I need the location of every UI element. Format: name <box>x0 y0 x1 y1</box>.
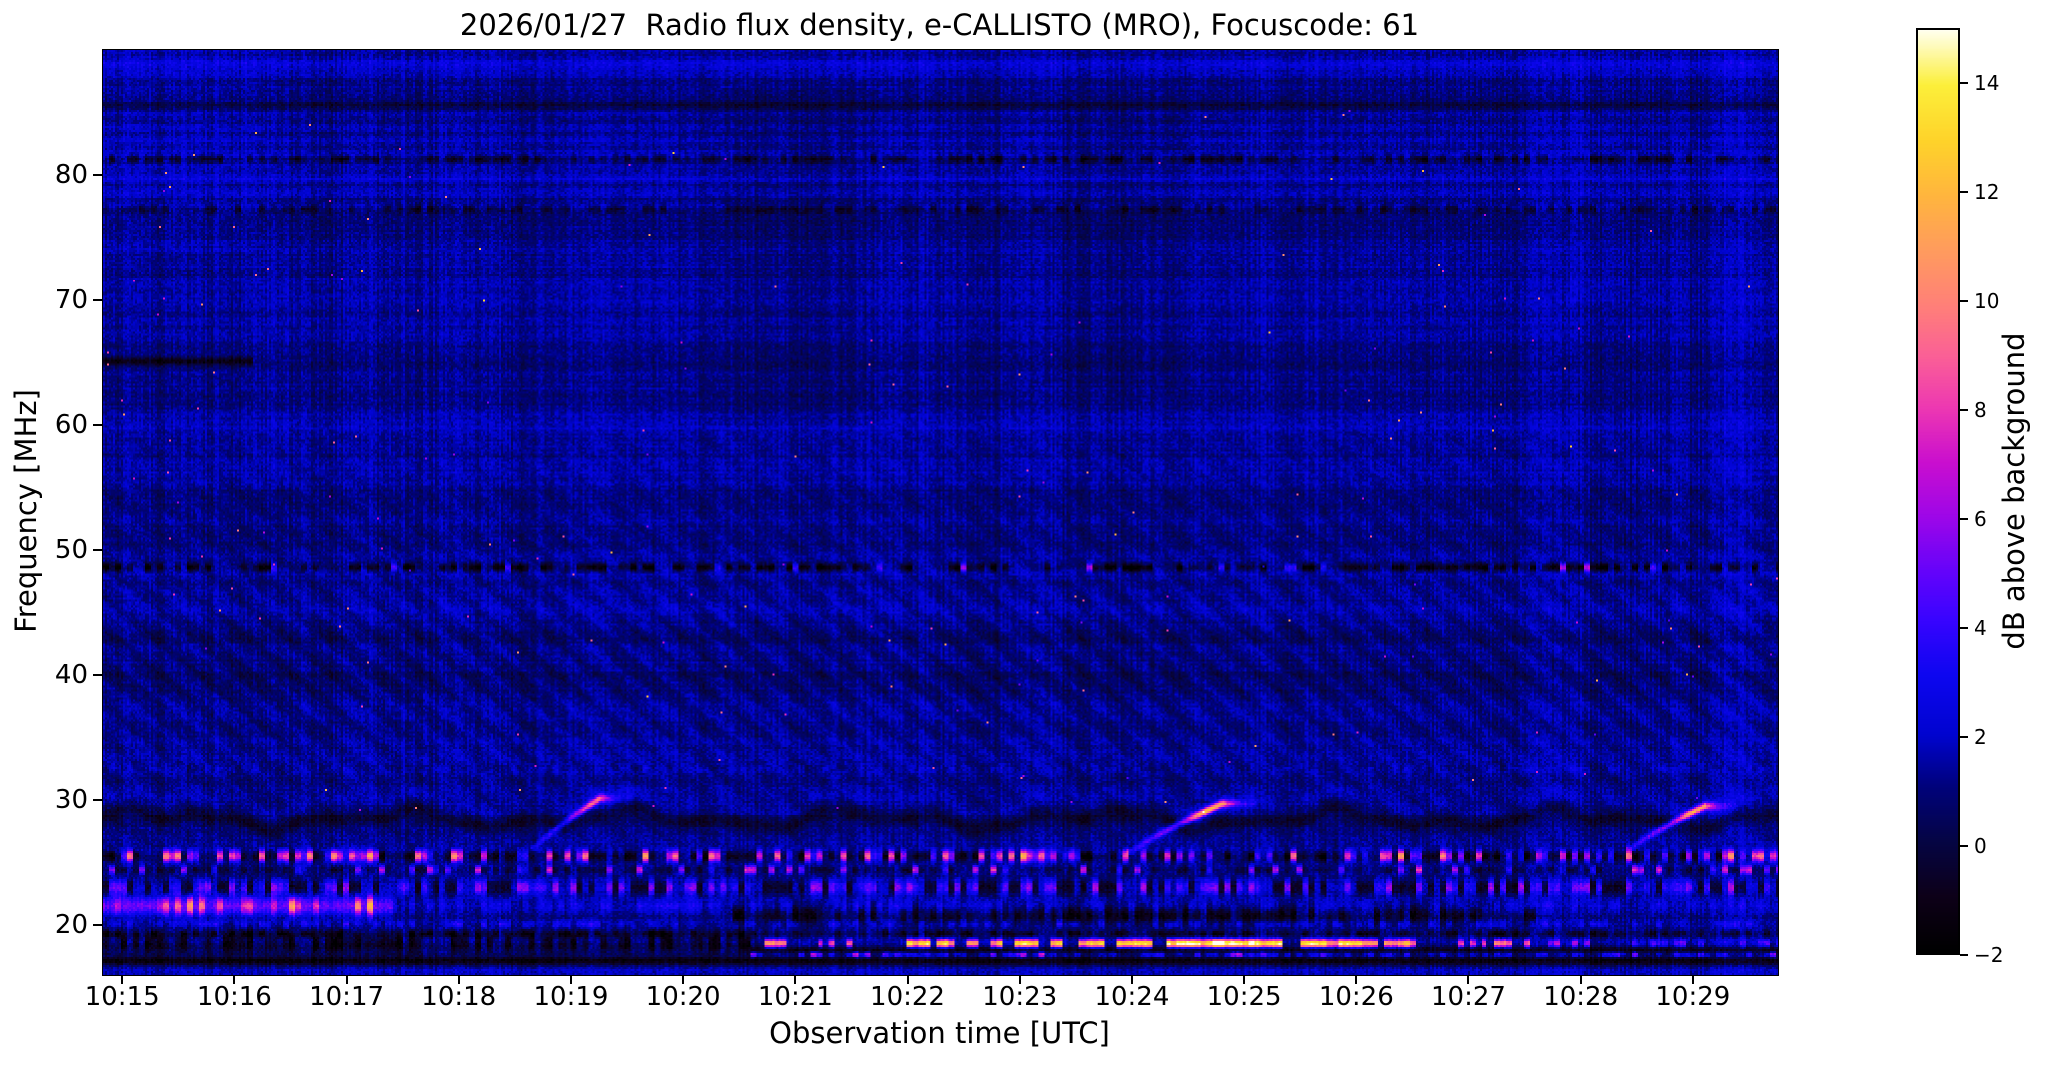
x-tick-mark <box>794 975 797 984</box>
x-tick-mark <box>1130 975 1133 984</box>
x-tick-label: 10:22 <box>870 982 945 1012</box>
colorbar-tick-label: 0 <box>1974 833 1987 858</box>
x-tick-mark <box>345 975 348 984</box>
y-tick-mark <box>93 799 102 802</box>
y-tick-label: 60 <box>54 410 88 441</box>
x-tick-label: 10:19 <box>533 982 609 1012</box>
x-tick-mark <box>121 975 124 984</box>
colorbar-tick-mark <box>1960 735 1968 738</box>
x-tick-label: 10:27 <box>1431 982 1506 1012</box>
colorbar-tick-mark <box>1960 844 1968 847</box>
y-tick-mark <box>93 174 102 177</box>
y-axis-label: Frequency [MHz] <box>9 389 43 633</box>
y-tick-label: 30 <box>54 785 88 816</box>
y-tick-mark <box>93 299 102 302</box>
colorbar-tick-mark <box>1960 81 1968 84</box>
x-tick-mark <box>1243 975 1246 984</box>
chart-title: 2026/01/27 Radio flux density, e-CALLIST… <box>459 8 1420 42</box>
x-tick-mark <box>1691 975 1694 984</box>
x-tick-mark <box>682 975 685 984</box>
x-tick-mark <box>1355 975 1358 984</box>
y-tick-mark <box>93 674 102 677</box>
x-tick-label: 10:23 <box>982 982 1058 1012</box>
x-tick-label: 10:24 <box>1094 982 1170 1012</box>
colorbar-canvas <box>1918 30 1958 953</box>
y-tick-label: 50 <box>54 535 88 566</box>
x-tick-mark <box>457 975 460 984</box>
y-tick-label: 70 <box>54 285 88 316</box>
spectrogram-canvas <box>103 50 1778 975</box>
colorbar-tick-label: 10 <box>1974 288 2000 313</box>
x-tick-label: 10:16 <box>196 982 272 1012</box>
x-tick-label: 10:20 <box>645 982 721 1012</box>
colorbar-tick-mark <box>1960 954 1968 956</box>
x-tick-label: 10:17 <box>309 982 385 1012</box>
x-tick-mark <box>1018 975 1021 984</box>
y-tick-mark <box>93 549 102 552</box>
x-tick-label: 10:18 <box>421 982 497 1012</box>
x-tick-mark <box>1579 975 1582 984</box>
x-tick-label: 10:15 <box>84 982 160 1012</box>
y-tick-label: 40 <box>54 660 88 691</box>
x-tick-label: 10:26 <box>1318 982 1394 1012</box>
y-tick-label: 20 <box>54 910 88 941</box>
x-tick-mark <box>569 975 572 984</box>
x-tick-label: 10:25 <box>1206 982 1282 1012</box>
x-tick-label: 10:29 <box>1655 982 1731 1012</box>
colorbar-tick-mark <box>1960 408 1968 411</box>
colorbar <box>1916 28 1960 955</box>
colorbar-tick-label: 8 <box>1974 397 1987 422</box>
colorbar-tick-mark <box>1960 299 1968 302</box>
x-tick-mark <box>233 975 236 984</box>
y-tick-mark <box>93 424 102 427</box>
colorbar-tick-mark <box>1960 190 1968 193</box>
y-tick-mark <box>93 924 102 927</box>
colorbar-tick-label: 6 <box>1974 506 1987 531</box>
plot-area <box>102 49 1779 976</box>
x-tick-mark <box>1467 975 1470 984</box>
colorbar-tick-mark <box>1960 517 1968 520</box>
colorbar-tick-label: 12 <box>1974 179 2000 204</box>
colorbar-tick-mark <box>1960 626 1968 629</box>
colorbar-tick-label: 4 <box>1974 615 1987 640</box>
colorbar-tick-label: 14 <box>1974 70 2000 95</box>
x-axis-label: Observation time [UTC] <box>769 1016 1110 1050</box>
colorbar-tick-label: −2 <box>1974 943 2004 967</box>
x-tick-mark <box>906 975 909 984</box>
colorbar-label: dB above background <box>1997 332 2031 650</box>
colorbar-tick-label: 2 <box>1974 724 1987 749</box>
x-tick-label: 10:28 <box>1543 982 1619 1012</box>
y-tick-label: 80 <box>54 160 88 191</box>
x-tick-label: 10:21 <box>757 982 833 1012</box>
